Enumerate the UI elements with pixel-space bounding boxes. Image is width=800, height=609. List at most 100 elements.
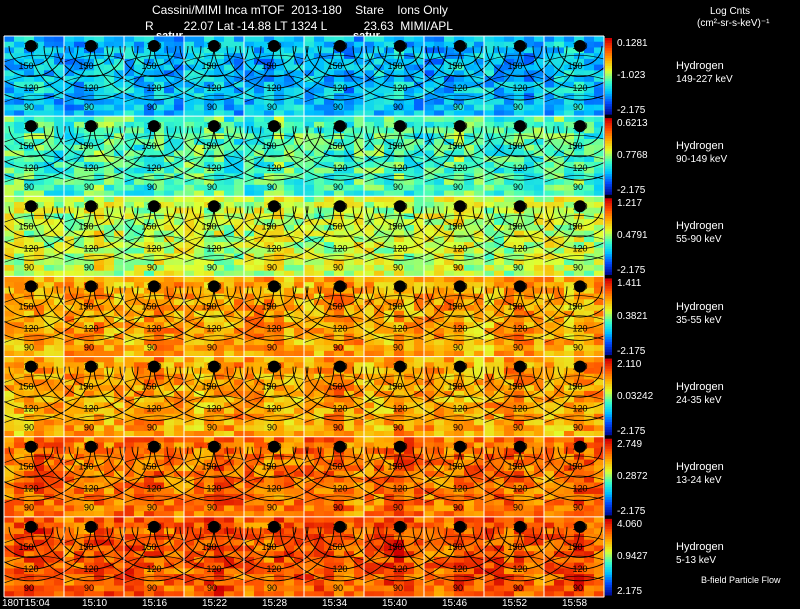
contour-label: 150	[387, 462, 402, 472]
contour-label: 120	[512, 83, 527, 93]
contour-label: 120	[332, 243, 347, 253]
contour-label: 120	[146, 564, 161, 574]
colorbar-max-value: 0.1281	[617, 38, 648, 49]
contour-label: 180	[266, 442, 281, 452]
colorbar-max-value: 1.411	[617, 278, 642, 290]
contour-label: 150	[567, 61, 582, 71]
colorbar-min-value: -2.175	[617, 105, 646, 117]
contour-label: 90	[393, 503, 403, 513]
contour-label: 90	[393, 102, 403, 112]
contour-label: 150	[567, 542, 582, 552]
contour-label: 180	[266, 201, 281, 211]
time-tick-label: 15:46	[442, 598, 468, 609]
contour-label: 180	[266, 41, 281, 51]
colorbar-mid-value: -1.023	[617, 70, 646, 82]
contour-label: 120	[266, 243, 281, 253]
contour-label: 120	[392, 83, 407, 93]
contour-label: 90	[513, 262, 523, 272]
colorbar-min-value: -2.175	[617, 265, 646, 277]
contour-label: 150	[387, 301, 402, 311]
contour-label: 180	[83, 362, 98, 372]
chart-title: Cassini/MIMI Inca mTOF 2013-180 Stare Io…	[152, 3, 448, 17]
contour-label: 180	[572, 41, 587, 51]
species-label: Hydrogen	[676, 380, 724, 393]
contour-label: 90	[207, 583, 217, 593]
contour-label: 150	[18, 61, 33, 71]
contour-label: 90	[24, 342, 34, 352]
contour-label: 90	[573, 423, 583, 433]
contour-label: 150	[387, 382, 402, 392]
colorbar-mid-value: 0.3821	[617, 310, 648, 322]
contour-label: 120	[512, 404, 527, 414]
energy-range-label: 149-227 keV	[676, 74, 733, 86]
contour-label: 120	[83, 564, 98, 574]
contour-label: 120	[146, 243, 161, 253]
contour-label: 150	[567, 301, 582, 311]
contour-label: 120	[146, 163, 161, 173]
contour-label: 120	[512, 323, 527, 333]
colorbar-mid-value: 0.2872	[617, 470, 648, 482]
time-tick-label: 15:10	[82, 598, 108, 609]
contour-label: 90	[24, 583, 34, 593]
contour-label: 150	[507, 301, 522, 311]
contour-label: 150	[141, 141, 156, 151]
contour-label: 150	[447, 221, 462, 231]
energy-range-label: 90-149 keV	[676, 154, 728, 166]
contour-label: 150	[201, 382, 216, 392]
contour-label: 180	[206, 121, 221, 131]
contour-label: 90	[147, 182, 157, 192]
contour-label: 150	[78, 141, 93, 151]
contour-label: 150	[261, 382, 276, 392]
energy-range-label: 24-35 keV	[676, 394, 722, 406]
time-tick-label: 15:16	[142, 598, 168, 609]
contour-label: 150	[447, 462, 462, 472]
contour-label: 150	[78, 221, 93, 231]
contour-label: 180	[572, 522, 587, 532]
contour-label: 90	[84, 503, 94, 513]
species-label: Hydrogen	[676, 220, 724, 233]
contour-label: 150	[201, 301, 216, 311]
contour-label: 90	[147, 423, 157, 433]
contour-label: 150	[327, 221, 342, 231]
contour-label: 90	[513, 503, 523, 513]
species-label: Hydrogen	[676, 60, 724, 73]
contour-label: 150	[201, 542, 216, 552]
contour-label: 120	[83, 323, 98, 333]
contour-label: 120	[392, 323, 407, 333]
contour-label: 120	[23, 83, 38, 93]
energy-row: 1801501209018015012090180150120901801501…	[0, 36, 641, 117]
contour-label: 90	[84, 423, 94, 433]
contour-label: 120	[572, 163, 587, 173]
contour-label: 120	[206, 163, 221, 173]
contour-label: 120	[206, 323, 221, 333]
contour-label: 120	[572, 564, 587, 574]
contour-label: 90	[267, 583, 277, 593]
contour-label: 120	[83, 404, 98, 414]
contour-label: 120	[452, 484, 467, 494]
contour-label: 90	[267, 262, 277, 272]
contour-label: 150	[387, 61, 402, 71]
contour-label: 150	[387, 141, 402, 151]
contour-label: 150	[567, 141, 582, 151]
contour-label: 150	[18, 542, 33, 552]
contour-label: 90	[147, 102, 157, 112]
contour-label: 90	[453, 423, 463, 433]
contour-label: 150	[387, 542, 402, 552]
colorbar-mid-value: 0.7768	[617, 150, 648, 162]
contour-label: 150	[507, 221, 522, 231]
contour-label: 120	[83, 243, 98, 253]
contour-label: 180	[572, 201, 587, 211]
colorbar-max-value: 0.6213	[617, 118, 648, 130]
contour-label: 150	[201, 462, 216, 472]
time-tick-label: 15:28	[262, 598, 288, 609]
contour-label: 90	[84, 583, 94, 593]
contour-label: 150	[507, 542, 522, 552]
contour-label: 90	[147, 503, 157, 513]
contour-label: 150	[261, 61, 276, 71]
colorbar	[605, 198, 612, 275]
contour-label: 90	[513, 423, 523, 433]
energy-row: 1801501209018015012090180150120901801501…	[0, 356, 641, 438]
contour-label: 180	[23, 121, 38, 131]
contour-label: 120	[452, 83, 467, 93]
